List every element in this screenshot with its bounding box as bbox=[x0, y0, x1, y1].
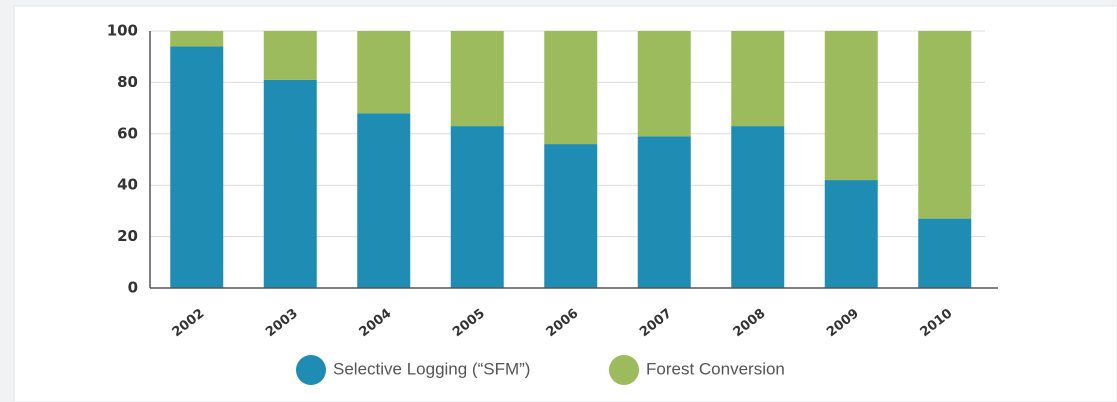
bar-segment bbox=[918, 218, 972, 288]
bar-segment bbox=[544, 144, 598, 288]
bar-segment bbox=[544, 31, 598, 145]
bar-segment bbox=[263, 79, 317, 288]
y-tick-label: 100 bbox=[107, 22, 138, 40]
y-tick-label: 20 bbox=[117, 227, 138, 245]
y-tick-label: 40 bbox=[117, 176, 138, 194]
bar-segment bbox=[918, 31, 972, 219]
bar-segment bbox=[731, 126, 785, 288]
bar-segment bbox=[637, 31, 691, 137]
bar-segment bbox=[357, 113, 411, 289]
bar-segment bbox=[263, 31, 317, 80]
y-tick-label: 60 bbox=[117, 124, 138, 142]
legend-swatch bbox=[296, 355, 326, 385]
bar-segment bbox=[731, 31, 785, 127]
bar-segment bbox=[824, 31, 878, 181]
legend-label: Selective Logging (“SFM”) bbox=[333, 359, 530, 378]
bar-segment bbox=[170, 46, 224, 288]
bar-segment bbox=[450, 31, 504, 127]
y-tick-label: 80 bbox=[117, 73, 138, 91]
y-tick-label: 0 bbox=[128, 279, 138, 297]
bar-segment bbox=[450, 126, 504, 288]
bar-segment bbox=[637, 136, 691, 288]
legend-label: Forest Conversion bbox=[646, 359, 785, 378]
bar-segment bbox=[824, 180, 878, 288]
bar-segment bbox=[357, 31, 411, 114]
bar-segment bbox=[170, 31, 224, 47]
legend-swatch bbox=[609, 355, 639, 385]
